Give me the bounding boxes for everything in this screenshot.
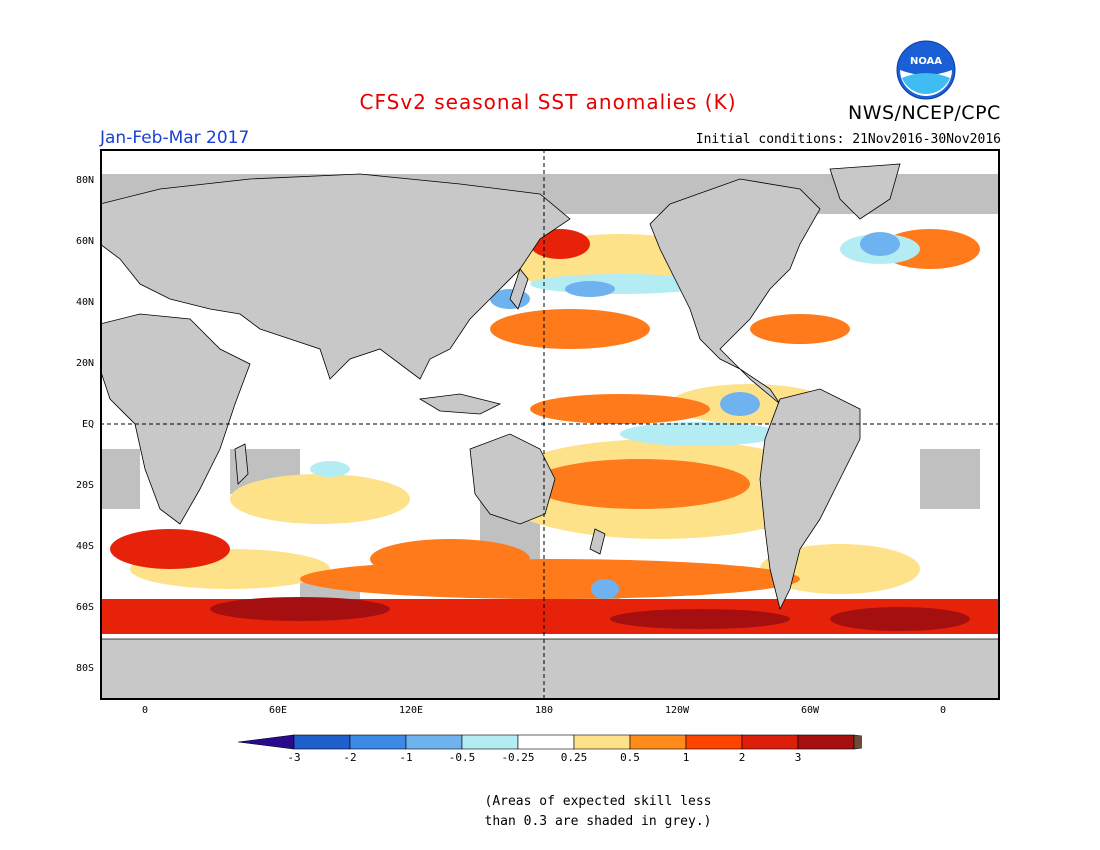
colorbar	[238, 734, 862, 750]
lon-label-0: 0	[141, 705, 149, 716]
sst-anomaly-map	[100, 149, 1000, 700]
new-zealand	[589, 528, 606, 555]
map-frame	[100, 149, 1000, 700]
colorbar-cell	[517, 734, 575, 750]
lon-label-120e: 120E	[398, 705, 424, 716]
lat-label-20n: 20N	[75, 358, 94, 369]
lat-label-eq: EQ	[81, 419, 94, 430]
colorbar-tick-label: 0.5	[620, 751, 640, 764]
north-america	[649, 178, 821, 405]
lat-label-80s: 80S	[75, 663, 94, 674]
antarctica	[100, 638, 1000, 700]
colorbar-tick-label: -0.25	[501, 751, 535, 764]
season-label: Jan-Feb-Mar 2017	[100, 128, 250, 148]
colorbar-cell-max	[853, 734, 862, 750]
colorbar-cell	[461, 734, 519, 750]
skill-note-line-1: (Areas of expected skill less	[484, 794, 712, 809]
colorbar-tick-label: -1	[399, 751, 413, 764]
australia	[469, 433, 556, 525]
lon-label-120w: 120W	[664, 705, 690, 716]
colorbar-cell	[629, 734, 687, 750]
agency-label: NWS/NCEP/CPC	[848, 102, 1001, 124]
lat-label-40s: 40S	[75, 541, 94, 552]
lat-label-80n: 80N	[75, 175, 94, 186]
chart-title: CFSv2 seasonal SST anomalies (K)	[359, 90, 737, 114]
colorbar-cell	[349, 734, 407, 750]
south-america	[759, 388, 861, 611]
lat-label-60n: 60N	[75, 236, 94, 247]
lon-label-60w: 60W	[800, 705, 820, 716]
colorbar-cell	[573, 734, 631, 750]
colorbar-tick-label: 0.25	[560, 751, 588, 764]
indonesia	[418, 393, 502, 415]
colorbar-tick-label: -3	[287, 751, 301, 764]
colorbar-cell-min	[238, 734, 295, 750]
colorbar-cell	[293, 734, 351, 750]
colorbar-cell	[405, 734, 463, 750]
lon-label-60e: 60E	[268, 705, 288, 716]
continents	[100, 163, 1000, 700]
eurasia	[100, 173, 571, 380]
skill-note-line-2: than 0.3 are shaded in grey.)	[484, 814, 712, 829]
logo-text: NOAA	[910, 56, 942, 67]
lat-label-40n: 40N	[75, 297, 94, 308]
japan	[509, 268, 529, 310]
cool-light-patches	[310, 234, 920, 477]
colorbar-tick-label: 3	[794, 751, 802, 764]
colorbar-tick-label: 2	[738, 751, 746, 764]
lon-label-180: 180	[534, 705, 554, 716]
warm-max-band	[210, 597, 970, 631]
colorbar-tick-label: -0.5	[448, 751, 476, 764]
africa	[100, 313, 251, 525]
colorbar-cell	[685, 734, 743, 750]
initial-conditions-label: Initial conditions: 21Nov2016-30Nov2016	[695, 132, 1001, 147]
skill-note: (Areas of expected skill less than 0.3 a…	[0, 792, 1100, 832]
lat-label-20s: 20S	[75, 480, 94, 491]
greenland	[829, 163, 901, 220]
colorbar-tick-label: -2	[343, 751, 357, 764]
noaa-logo: NOAA	[896, 40, 956, 100]
lon-label-0-east: 0	[939, 705, 947, 716]
lat-label-60s: 60S	[75, 602, 94, 613]
colorbar-cell	[797, 734, 855, 750]
colorbar-tick-label: 1	[682, 751, 690, 764]
madagascar	[234, 443, 249, 485]
colorbar-cell	[741, 734, 799, 750]
